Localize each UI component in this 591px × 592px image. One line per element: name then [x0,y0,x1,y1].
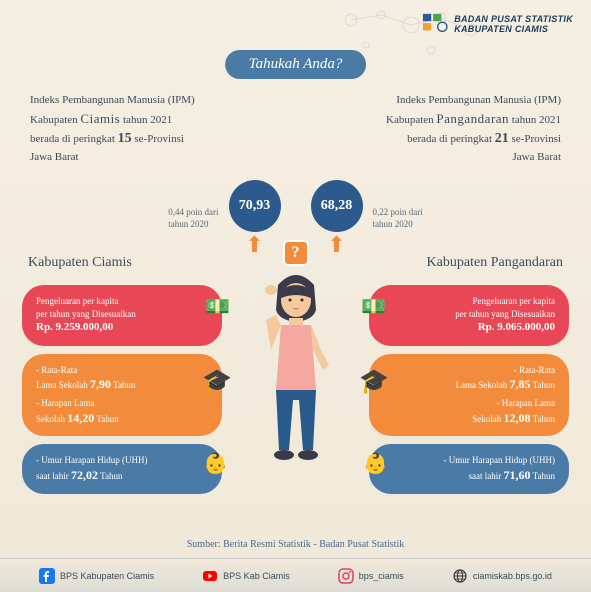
footer-facebook[interactable]: BPS Kabupaten Ciamis [39,568,154,584]
score-left: 70,93 ⬆ 0,44 poin daritahun 2020 [168,180,280,258]
fact-right: Indeks Pembangunan Manusia (IPM) Kabupat… [311,92,561,166]
cards-right: Pengeluaran per kapitaper tahun yang Dis… [369,285,569,494]
org-name-2: KABUPATEN CIAMIS [454,24,573,34]
title-badge: Tahukah Anda? [225,50,367,79]
org-name-1: BADAN PUSAT STATISTIK [454,14,573,24]
score-right: 68,28 ⬆ 0,22 poin daritahun 2020 [311,180,423,258]
footer-instagram[interactable]: bps_ciamis [338,568,404,584]
instagram-icon [338,568,354,584]
globe-icon [452,568,468,584]
score-circle-left: 70,93 [229,180,281,232]
card-life-left: - Umur Harapan Hidup (UHH)saat lahir 72,… [22,444,222,493]
footer-youtube[interactable]: BPS Kab Ciamis [202,568,290,584]
money-icon: 💵 [361,293,386,321]
question-mark-icon: ? [283,240,309,266]
card-expenditure-right: Pengeluaran per kapitaper tahun yang Dis… [369,285,569,346]
section-title-right: Kabupaten Pangandaran [427,255,563,271]
baby-icon: 👶 [363,450,388,478]
bps-logo-icon [420,12,448,36]
cards-left: Pengeluaran per kapitaper tahun yang Dis… [22,285,222,494]
score-circle-right: 68,28 [311,180,363,232]
woman-illustration [241,270,351,480]
footer-website[interactable]: ciamiskab.bps.go.id [452,568,552,584]
card-school-left: - Rata-RataLama Sekolah 7,90 Tahun - Har… [22,354,222,437]
books-icon: 🎓 [359,366,389,400]
money-icon: 💵 [205,293,230,321]
books-icon: 🎓 [202,366,232,400]
source-text: Sumber: Berita Resmi Statistik - Badan P… [0,539,591,550]
facebook-icon [39,568,55,584]
fact-row: Indeks Pembangunan Manusia (IPM) Kabupat… [0,92,591,166]
header: BADAN PUSAT STATISTIK KABUPATEN CIAMIS [420,12,573,36]
fact-left: Indeks Pembangunan Manusia (IPM) Kabupat… [30,92,280,166]
card-expenditure-left: Pengeluaran per kapitaper tahun yang Dis… [22,285,222,346]
section-title-left: Kabupaten Ciamis [28,255,132,271]
baby-icon: 👶 [203,450,228,478]
youtube-icon [202,568,218,584]
card-school-right: - Rata-RataLama Sekolah 7,85 Tahun - Har… [369,354,569,437]
footer: BPS Kabupaten Ciamis BPS Kab Ciamis bps_… [0,558,591,592]
card-life-right: - Umur Harapan Hidup (UHH)saat lahir 71,… [369,444,569,493]
